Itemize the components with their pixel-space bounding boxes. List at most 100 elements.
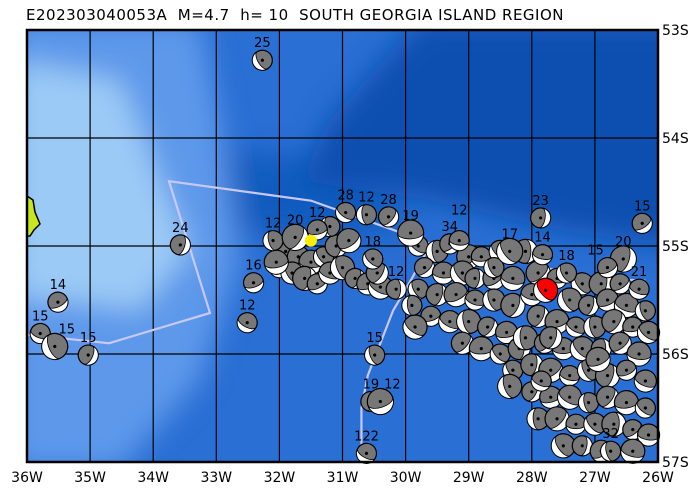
depth-label: 18 [558,249,575,264]
depth-label: 23 [532,194,549,209]
lon-label: 26W [642,470,674,486]
focal-mechanism[interactable] [480,286,509,315]
focal-mechanism[interactable] [364,385,397,418]
focal-mechanism[interactable] [431,261,456,285]
lat-label: 53S [662,23,689,39]
focal-mechanism[interactable] [241,270,266,295]
depth-label: 20 [287,213,304,228]
depth-label: 15 [32,309,49,324]
focal-mechanism[interactable] [397,219,425,247]
lon-label: 32W [264,470,296,486]
axis-labels: 36W 35W 34W 33W 32W 31W 30W 29W 28W 27W 26W 53S 54S 5… [11,23,689,486]
lat-label: 55S [662,239,689,255]
focal-mechanism[interactable] [631,367,660,396]
focal-mechanism[interactable] [385,278,407,300]
depth-label: 19 [402,209,419,224]
lon-label: 27W [579,470,611,486]
focal-mechanism[interactable] [570,434,594,458]
focal-mechanism[interactable] [168,233,193,258]
focal-mechanism[interactable] [38,329,72,363]
focal-mechanism[interactable] [632,298,658,324]
focal-mechanism[interactable] [359,245,387,273]
depth-label: 12 [451,204,468,219]
depth-label: 122 [354,429,379,444]
focal-mechanism[interactable] [440,279,472,311]
focal-mechanism[interactable] [553,381,586,414]
depth-label: 21 [631,265,648,280]
focal-mechanism[interactable] [454,307,483,336]
focal-mechanism[interactable] [565,413,587,435]
epicenter-marker [304,234,317,247]
focal-mechanism[interactable] [261,228,285,252]
focal-mechanism[interactable] [526,407,550,431]
focal-mechanism[interactable] [529,206,552,229]
lon-label: 31W [327,470,359,486]
lon-label: 28W [516,470,548,486]
lon-label: 34W [137,470,169,486]
focal-mechanism[interactable] [528,368,554,394]
focal-mechanism[interactable] [628,209,656,237]
depth-label: 32 [602,427,619,442]
focal-mechanism[interactable] [277,219,313,255]
focal-mechanism[interactable] [44,289,71,316]
lat-label: 54S [662,131,689,147]
focal-mechanism[interactable] [497,289,529,321]
focal-mechanism[interactable] [75,342,101,368]
depth-label: 20 [615,235,632,250]
focal-mechanism[interactable] [594,254,621,281]
focal-mechanism[interactable] [491,233,527,269]
focal-mechanism[interactable] [582,314,608,340]
lon-label: 29W [453,470,485,486]
depth-label: 14 [534,231,551,246]
focal-mechanism[interactable] [599,439,623,463]
depth-label: 15 [634,199,651,214]
focal-mechanism[interactable] [540,402,574,436]
focal-mechanism[interactable] [498,264,527,293]
depth-label: 28 [337,189,354,204]
focal-mechanism[interactable] [576,293,601,318]
focal-mechanism[interactable] [582,344,613,375]
depth-label: 12 [358,191,375,206]
current-event-mechanism[interactable] [529,273,563,307]
focal-mechanism[interactable] [631,394,659,422]
focal-mechanism[interactable] [553,284,586,317]
focal-mechanism[interactable] [398,310,432,344]
focal-mechanism[interactable] [626,276,652,302]
depth-label: 16 [245,259,262,274]
focal-mechanism[interactable] [613,357,639,383]
focal-mechanism[interactable] [494,371,525,402]
depth-label: 34 [441,220,458,235]
depth-label: 14 [50,278,67,293]
focal-mechanism[interactable] [531,243,555,267]
focal-mechanism[interactable] [362,342,388,368]
focal-mechanism[interactable] [332,224,365,257]
focal-mechanism[interactable] [355,204,378,226]
focal-mechanism[interactable] [562,313,589,340]
focal-mechanism[interactable] [636,423,661,448]
depth-label: 15 [80,331,97,346]
depth-label: 15 [366,331,383,346]
focal-mechanism[interactable] [262,248,290,276]
depth-label: 12 [388,265,405,280]
focal-mechanism[interactable] [547,429,580,462]
depth-label: 18 [365,235,382,250]
focal-mechanism[interactable] [448,230,470,252]
focal-mechanism[interactable] [553,259,580,286]
focal-mechanism[interactable] [249,47,276,74]
lon-label: 36W [11,470,43,486]
focal-mechanism[interactable] [537,324,565,352]
focal-mechanism[interactable] [332,199,360,227]
focal-mechanism[interactable] [486,340,514,368]
focal-mechanism[interactable] [579,409,610,440]
lon-label: 33W [200,470,232,486]
focal-mechanism[interactable] [401,294,423,316]
focal-mechanism[interactable] [374,203,402,231]
depth-label: 12 [384,378,401,393]
focal-mechanism[interactable] [468,336,494,362]
lat-label: 57S [662,455,689,471]
focal-mechanism[interactable] [234,309,261,336]
depth-label: 17 [501,227,518,242]
plate-boundary-line [360,243,432,457]
map-title: E202303040053A M=4.7 h= 10 SOUTH GEORGIA… [26,6,565,24]
